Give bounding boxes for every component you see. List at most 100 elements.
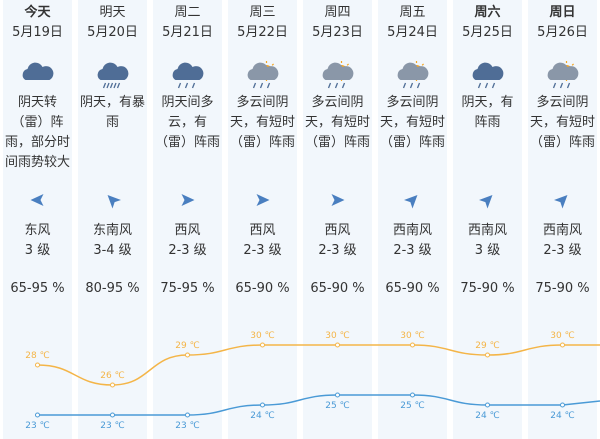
weather-text: 间雨势较大 <box>4 155 70 170</box>
date: 5月20日 <box>87 25 138 40</box>
rain-drop <box>259 82 264 89</box>
rain-drop <box>266 82 271 89</box>
cloud <box>322 62 354 80</box>
sun-ray <box>571 63 574 66</box>
weather-text: （雷）阵雨 <box>379 135 445 150</box>
weather-text: 天，有短时 <box>529 115 595 130</box>
weather-text: （雷）阵 <box>11 115 64 130</box>
weather-icon <box>22 62 54 80</box>
wind-direction: 西风 <box>174 223 201 238</box>
humidity: 80-95 % <box>85 281 140 296</box>
rain-drop <box>109 82 114 89</box>
weather-icon <box>247 61 279 89</box>
cloud <box>247 62 279 80</box>
weather-text: 阴天间多 <box>161 95 214 110</box>
weather-text: 阴天转 <box>17 95 57 110</box>
day-name: 周三 <box>249 5 276 20</box>
temperature-point <box>185 352 190 358</box>
temperature-point <box>560 342 565 348</box>
humidity: 65-90 % <box>235 281 290 296</box>
arrow-shape <box>554 195 568 209</box>
wind-arrow <box>107 195 121 209</box>
wind-arrow <box>404 195 418 209</box>
wind-direction: 西南风 <box>467 223 507 238</box>
temperature-label: 23 ℃ <box>25 421 49 431</box>
rain-drop <box>116 82 121 89</box>
date: 5月21日 <box>162 25 213 40</box>
humidity: 75-90 % <box>460 281 515 296</box>
temperature-label: 29 ℃ <box>175 341 199 351</box>
weather-text: （雷）阵雨 <box>154 135 220 150</box>
weather-icon <box>472 62 504 89</box>
temperature-point <box>260 402 265 408</box>
cloud <box>547 62 579 80</box>
arrow-shape <box>30 194 44 206</box>
weather-text: 雨 <box>105 115 119 130</box>
wind-level: 2-3 级 <box>543 243 582 258</box>
cloud <box>472 62 504 80</box>
temperature-point <box>335 392 340 398</box>
wind-arrow <box>479 195 493 209</box>
weather-text: （雷）阵雨 <box>304 135 370 150</box>
rain-drop <box>184 82 189 89</box>
temperature-label: 26 ℃ <box>100 371 124 381</box>
temperature-point <box>485 352 490 358</box>
date: 5月26日 <box>537 25 588 40</box>
date: 5月22日 <box>237 25 288 40</box>
weather-icon <box>97 62 129 89</box>
rain-drop <box>327 82 332 89</box>
day-name: 周六 <box>474 5 501 20</box>
rain-drop <box>252 82 257 89</box>
temperature-label: 28 ℃ <box>25 351 49 361</box>
temperature-label: 30 ℃ <box>400 331 424 341</box>
rain-drop <box>491 82 496 89</box>
wind-arrow <box>554 195 568 209</box>
arrow-shape <box>107 195 121 209</box>
wind-level: 3 级 <box>24 243 51 258</box>
temperature-point <box>410 392 415 398</box>
rain-drop <box>334 82 339 89</box>
rain-drop <box>559 82 564 89</box>
temperature-label: 24 ℃ <box>250 411 274 421</box>
rain-drop <box>477 82 482 89</box>
sun-ray <box>421 63 424 66</box>
weather-text: 阵雨 <box>474 115 501 130</box>
wind-level: 3 级 <box>474 243 501 258</box>
temperature-point <box>335 342 340 348</box>
wind-level: 3-4 级 <box>93 243 132 258</box>
temperature-point <box>35 412 40 418</box>
wind-level: 2-3 级 <box>318 243 357 258</box>
weather-text: 多云间阴 <box>236 95 289 110</box>
wind-direction: 西南风 <box>392 223 432 238</box>
day-name: 周四 <box>324 5 351 20</box>
sun-ray <box>346 63 349 66</box>
cloud <box>97 62 129 80</box>
wind-direction: 西南风 <box>542 223 582 238</box>
weather-text: 多云间阴 <box>536 95 589 110</box>
temperature-line <box>37 344 563 386</box>
rain-drop <box>402 82 407 89</box>
rain-drop <box>484 82 489 89</box>
weather-text: 雨，部分时 <box>4 135 70 150</box>
sun-ray <box>271 63 274 66</box>
temperature-point <box>260 342 265 348</box>
weather-text: 阴天，有暴 <box>79 95 145 110</box>
temperature-point <box>110 382 115 388</box>
day-name: 明天 <box>99 5 126 20</box>
humidity: 65-90 % <box>385 281 440 296</box>
temperature-label: 23 ℃ <box>175 421 199 431</box>
weather-text: 多云间阴 <box>386 95 439 110</box>
wind-direction: 东风 <box>24 223 51 238</box>
rain-drop <box>113 82 117 89</box>
rain-drop <box>409 82 414 89</box>
day-name: 今天 <box>24 5 51 20</box>
wind-arrow <box>181 194 195 206</box>
temperature-point <box>110 412 115 418</box>
weather-text: 天，有短时 <box>229 115 295 130</box>
temperature-label: 29 ℃ <box>475 341 499 351</box>
temperature-label: 24 ℃ <box>550 411 574 421</box>
line-extension <box>562 400 600 406</box>
humidity: 65-95 % <box>10 281 65 296</box>
